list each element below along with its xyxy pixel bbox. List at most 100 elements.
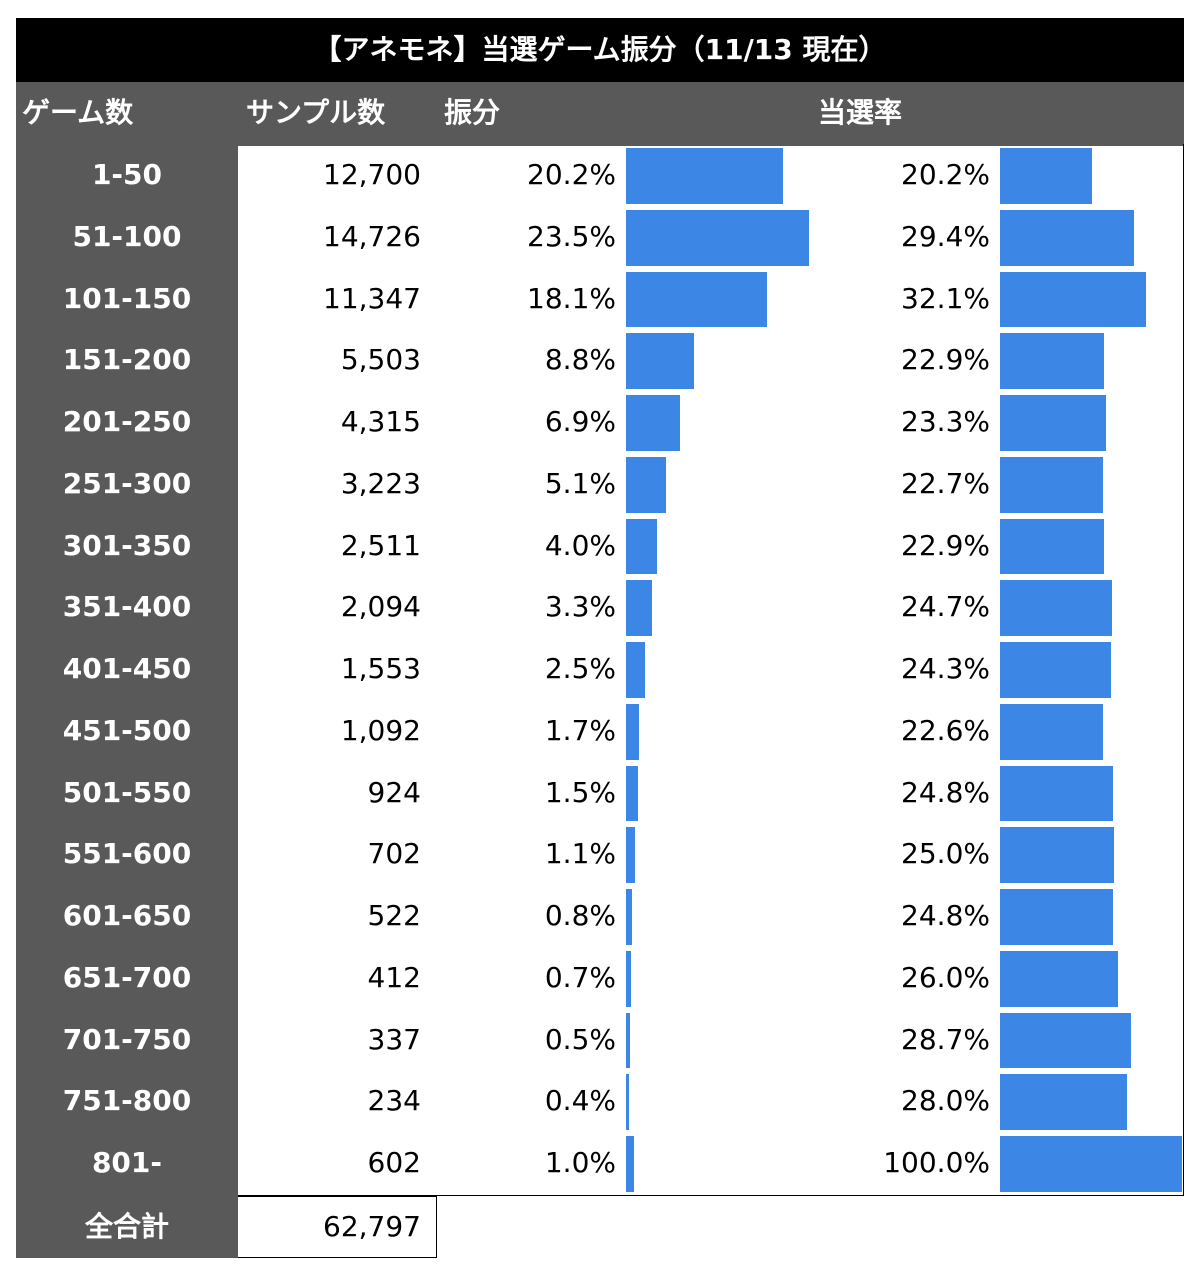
total-label: 全合計 xyxy=(84,1210,169,1243)
rate-bar xyxy=(1000,703,1103,760)
rate-label: 32.1% xyxy=(901,281,990,315)
rate-label: 23.3% xyxy=(901,405,990,438)
rate-bar xyxy=(1000,1012,1131,1069)
rate-label: 100.0% xyxy=(883,1146,990,1179)
sample-count: 14,726 xyxy=(323,219,421,253)
game-range: 201-250 xyxy=(62,405,192,438)
rate-bar xyxy=(1000,765,1113,822)
rate-label: 24.3% xyxy=(901,652,990,685)
game-range: 451-500 xyxy=(62,713,192,747)
sample-count: 11,347 xyxy=(323,281,421,315)
sample-count: 1,092 xyxy=(340,713,421,747)
share-label: 1.7% xyxy=(544,713,616,747)
rate-label: 25.0% xyxy=(901,837,990,871)
share-label: 2.5% xyxy=(544,652,616,685)
rate-bar xyxy=(1000,889,1113,945)
title: 【アネモネ】当選ゲーム振分（11/13 現在） xyxy=(313,33,887,66)
header-row xyxy=(16,82,1184,146)
share-label: 0.4% xyxy=(544,1084,616,1118)
column-header: 当選率 xyxy=(817,96,902,129)
rate-label: 22.9% xyxy=(901,343,990,377)
rate-bar xyxy=(1000,148,1092,204)
sample-count: 924 xyxy=(367,775,421,809)
rate-bar xyxy=(1000,333,1105,389)
share-bar xyxy=(626,1136,634,1192)
share-label: 0.5% xyxy=(544,1022,616,1056)
game-range: 401-450 xyxy=(62,652,192,685)
rate-label: 24.8% xyxy=(901,899,990,932)
game-range: 651-700 xyxy=(62,960,192,994)
column-header: ゲーム数 xyxy=(22,96,134,129)
share-label: 6.9% xyxy=(544,405,616,438)
share-bar xyxy=(626,148,783,204)
game-range: 251-300 xyxy=(62,466,192,500)
total-label-cell xyxy=(16,1196,238,1258)
share-bar xyxy=(626,703,640,760)
rate-bar xyxy=(1000,271,1147,328)
share-label: 1.1% xyxy=(544,837,616,871)
sample-count: 702 xyxy=(367,837,421,871)
rate-bar xyxy=(1000,209,1134,266)
column-header: 振分 xyxy=(444,96,501,129)
rate-label: 22.7% xyxy=(901,466,990,500)
game-range: 501-550 xyxy=(62,775,192,809)
rate-bar xyxy=(1000,456,1104,513)
share-bar xyxy=(626,827,635,883)
share-bar xyxy=(626,518,658,575)
share-bar xyxy=(626,456,666,513)
rate-label: 22.6% xyxy=(901,713,990,747)
share-bar xyxy=(626,1012,630,1069)
share-label: 0.8% xyxy=(544,899,616,932)
share-label: 5.1% xyxy=(544,466,616,500)
game-range: 751-800 xyxy=(62,1084,192,1118)
rate-bar xyxy=(1000,580,1113,636)
share-bar xyxy=(626,642,646,698)
share-label: 20.2% xyxy=(527,158,616,191)
rate-bar xyxy=(1000,518,1105,575)
sample-count: 1,553 xyxy=(340,652,421,685)
title-bar: 【アネモネ】当選ゲーム振分（11/13 現在） xyxy=(16,18,1184,82)
game-range: 601-650 xyxy=(62,899,192,932)
range-column xyxy=(16,144,238,1258)
share-bar xyxy=(626,950,632,1007)
share-bar xyxy=(626,333,695,389)
sample-count: 234 xyxy=(367,1084,421,1118)
share-label: 18.1% xyxy=(527,281,616,315)
game-range: 801- xyxy=(91,1146,163,1179)
rate-label: 28.0% xyxy=(901,1084,990,1118)
rate-label: 28.7% xyxy=(901,1022,990,1056)
game-range: 701-750 xyxy=(62,1022,192,1056)
game-range: 151-200 xyxy=(62,343,192,377)
share-bar xyxy=(626,889,633,945)
rate-bar xyxy=(1000,395,1106,451)
rate-bar xyxy=(1000,1074,1128,1130)
game-range: 101-150 xyxy=(62,281,192,315)
share-bar xyxy=(626,395,680,451)
sample-count: 522 xyxy=(367,899,421,932)
column-header: サンプル数 xyxy=(246,96,386,129)
rate-bar xyxy=(1000,950,1119,1007)
share-bar xyxy=(626,765,638,822)
share-label: 3.3% xyxy=(544,590,616,624)
sample-count: 5,503 xyxy=(340,343,421,377)
sample-count: 4,315 xyxy=(340,405,421,438)
share-bar xyxy=(626,580,652,636)
game-range: 301-350 xyxy=(62,528,192,562)
sample-count: 412 xyxy=(367,960,421,994)
share-bar xyxy=(626,209,809,266)
share-bar xyxy=(626,271,767,328)
rate-label: 24.8% xyxy=(901,775,990,809)
sample-count: 2,511 xyxy=(340,528,421,562)
share-label: 8.8% xyxy=(544,343,616,377)
rate-label: 26.0% xyxy=(901,960,990,994)
rate-label: 20.2% xyxy=(901,158,990,191)
game-range: 51-100 xyxy=(72,219,182,253)
sample-count: 602 xyxy=(367,1146,421,1179)
share-label: 0.7% xyxy=(544,960,616,994)
rate-bar xyxy=(1000,1136,1182,1192)
share-bar xyxy=(626,1074,630,1130)
sample-count: 3,223 xyxy=(340,466,421,500)
game-range: 551-600 xyxy=(62,837,192,871)
share-label: 23.5% xyxy=(527,219,616,253)
